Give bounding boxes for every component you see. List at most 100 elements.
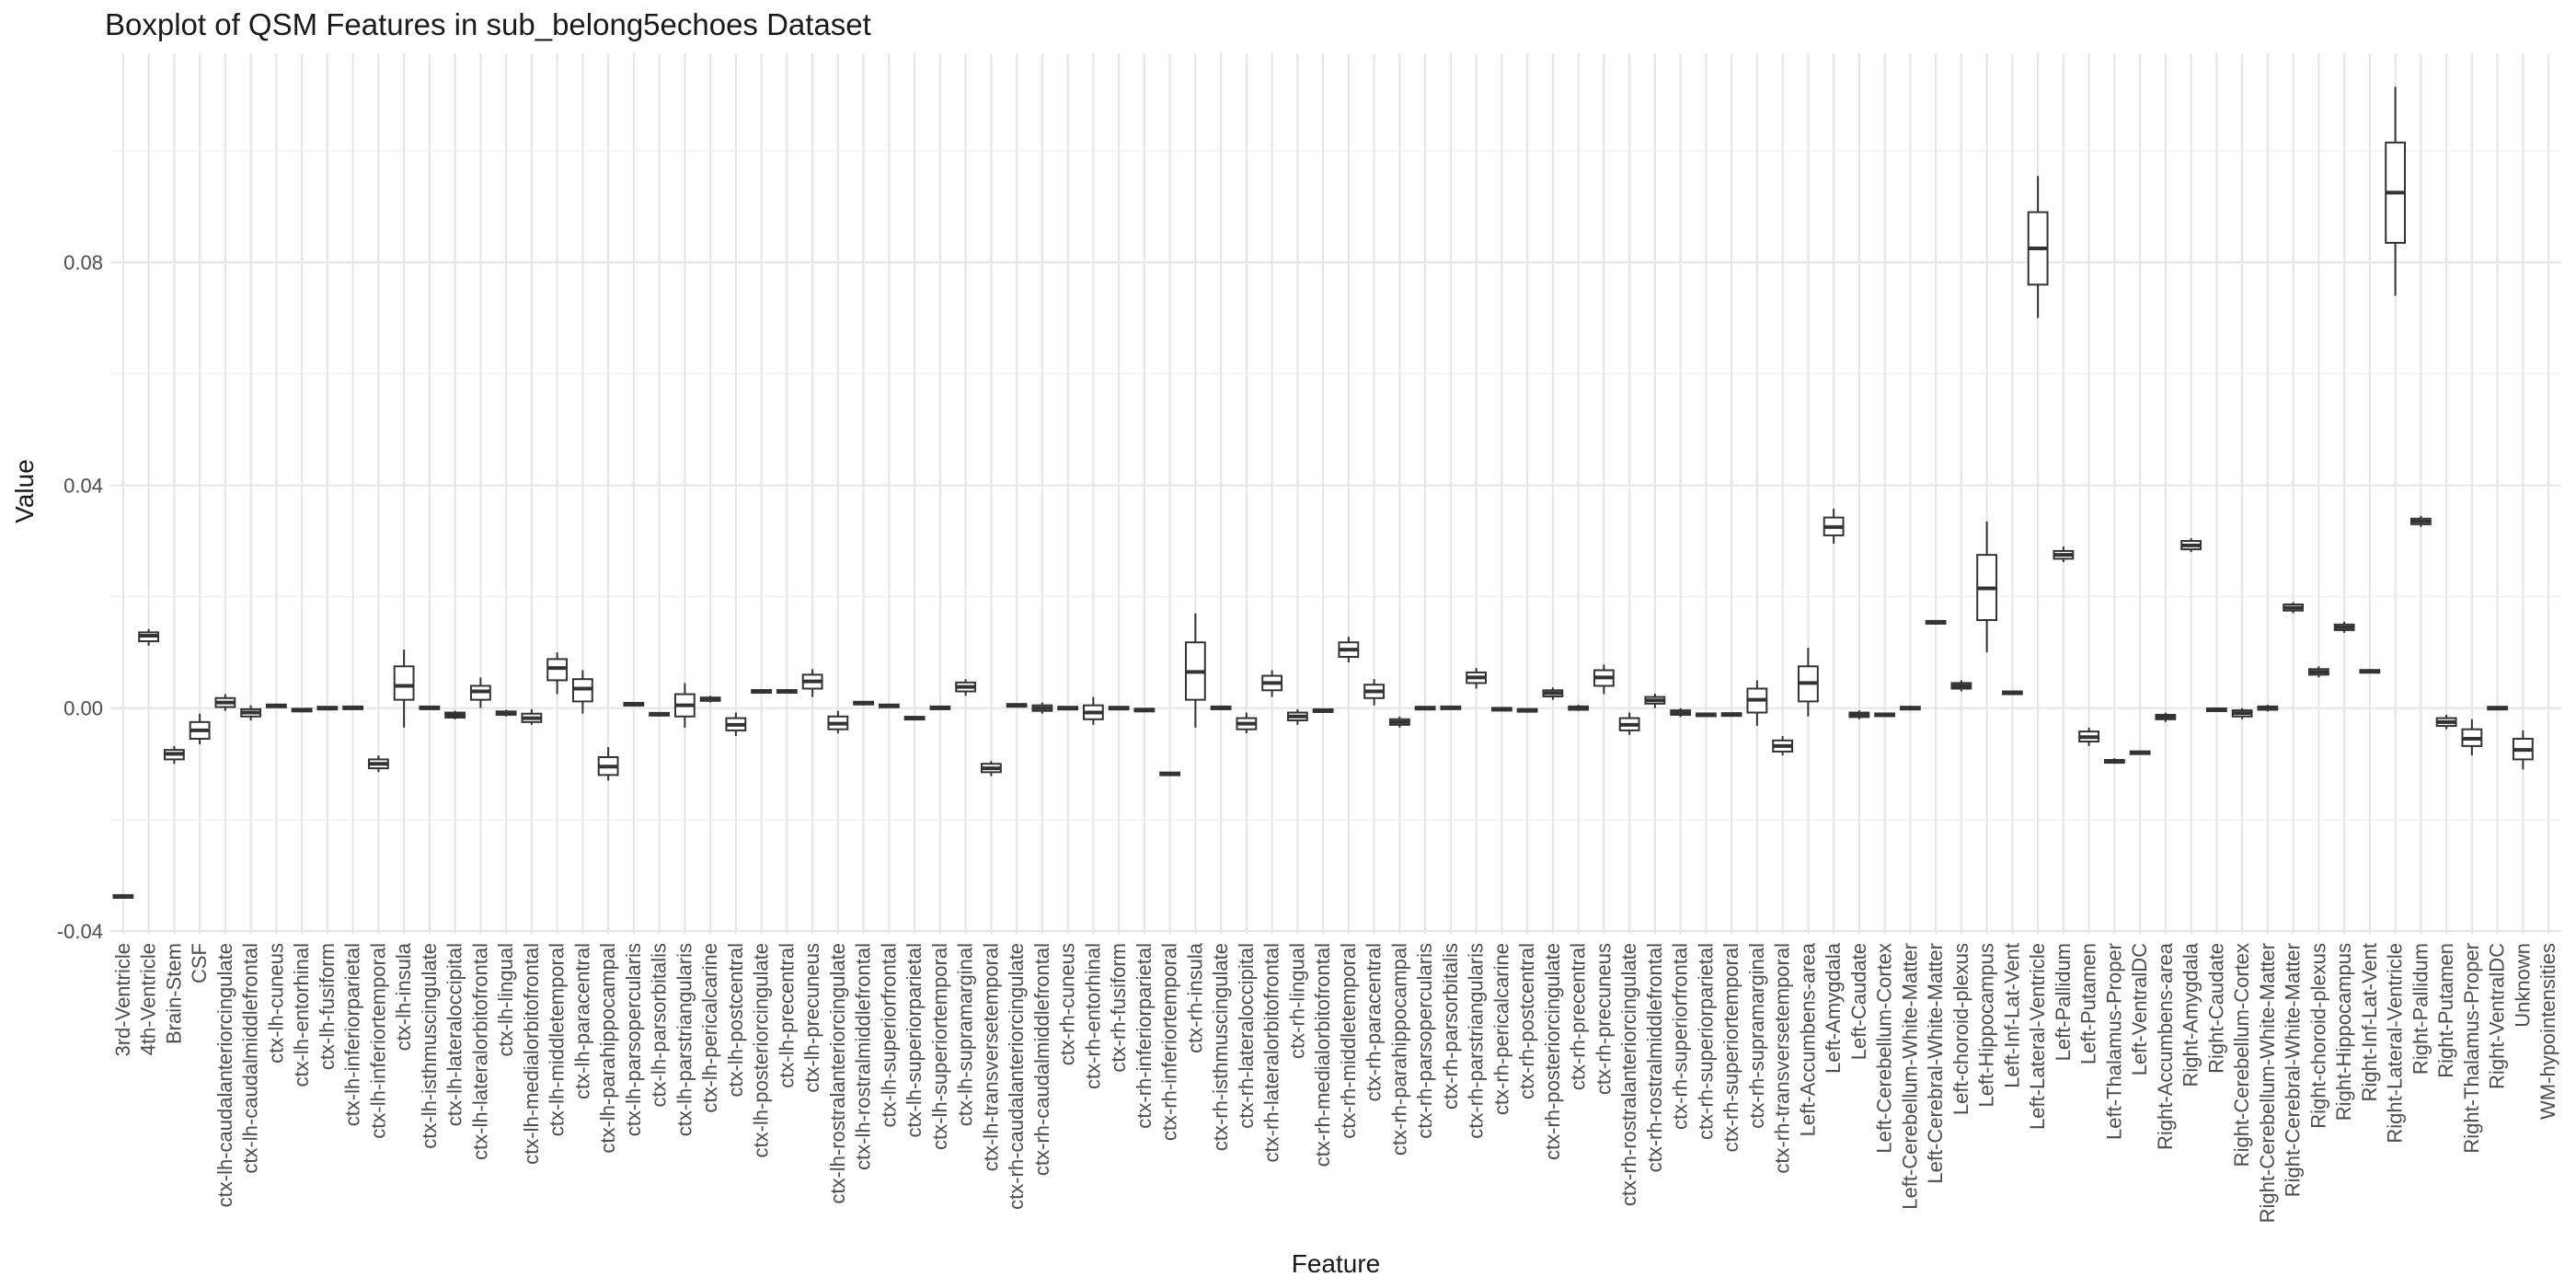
box-ctx-rh-postcentral: [1516, 707, 1538, 713]
x-tick-label: ctx-lh-transversetemporal: [979, 943, 1002, 1171]
box-ctx-lh-entorhinal: [291, 707, 313, 713]
x-tick-label: ctx-rh-superiorparietal: [1694, 943, 1717, 1140]
box-ctx-lh-isthmuscingulate: [419, 705, 441, 710]
box-ctx-lh-inferiorparietal: [342, 705, 364, 710]
box-ctx-lh-caudalanteriorcingulate: [214, 694, 236, 711]
x-tick-label: Left-choroid-plexus: [1949, 943, 1972, 1115]
box-ctx-lh-inferiortemporal: [367, 755, 389, 773]
x-tick-label: Left-Accumbens-area: [1796, 942, 1819, 1136]
box-Right-choroid-plexus: [2307, 666, 2329, 678]
x-tick-label: ctx-lh-cuneus: [264, 943, 287, 1064]
box-ctx-rh-lingual: [1286, 708, 1308, 725]
box-Right-Caudate: [2205, 707, 2227, 713]
x-tick-label: ctx-rh-transversetemporal: [1771, 943, 1794, 1174]
box-ctx-lh-insula: [393, 650, 415, 728]
x-tick-label: ctx-lh-precentral: [775, 943, 798, 1088]
grid-lines: [110, 53, 2561, 934]
x-tick-label: Left-Cerebral-White-Matter: [1924, 943, 1947, 1184]
x-tick-label: ctx-lh-superiortemporal: [928, 943, 951, 1150]
box-Left-choroid-plexus: [1950, 680, 1972, 692]
box-ctx-lh-superiorfrontal: [878, 703, 900, 708]
x-tick-label: Right-choroid-plexus: [2306, 943, 2329, 1129]
box-ctx-lh-fusiform: [316, 706, 339, 711]
x-tick-label: ctx-lh-caudalmiddlefrontal: [239, 943, 262, 1174]
x-tick-label: ctx-lh-inferiortemporal: [366, 943, 389, 1139]
box-Right-Cerebellum-Cortex: [2231, 707, 2253, 719]
box-Right-Lateral-Ventricle: [2385, 86, 2407, 296]
x-tick-label: ctx-lh-inferiorparietal: [341, 943, 364, 1126]
box-Right-Amygdala: [2180, 537, 2202, 553]
boxplot-series: [112, 86, 2534, 899]
x-tick-label: Right-Cerebellum-Cortex: [2230, 943, 2253, 1167]
box-ctx-rh-entorhinal: [1082, 696, 1104, 725]
x-tick-label: ctx-lh-medialorbitofrontal: [520, 943, 543, 1165]
box-Left-Cerebellum-Cortex: [1874, 712, 1896, 718]
box-ctx-lh-postcentral: [725, 712, 747, 736]
x-tick-label: ctx-rh-cuneus: [1056, 943, 1079, 1065]
box-ctx-rh-caudalanteriorcingulate: [1006, 703, 1028, 708]
box-Left-Caudate: [1848, 710, 1870, 719]
x-tick-label: Unknown: [2511, 943, 2534, 1028]
box-Unknown: [2512, 730, 2534, 770]
x-tick-label: ctx-rh-inferiortemporal: [1158, 943, 1181, 1141]
x-tick-label: ctx-lh-caudalanteriorcingulate: [213, 943, 236, 1207]
x-tick-label: ctx-rh-posteriorcingulate: [1541, 943, 1564, 1160]
box-Left-Lateral-Ventricle: [2027, 176, 2049, 318]
box-Right-Hippocampus: [2333, 621, 2355, 633]
x-tick-label: 3rd-Ventricle: [111, 943, 134, 1057]
x-tick-label: ctx-rh-parstriangularis: [1465, 943, 1488, 1139]
x-tick-label: Right-Hippocampus: [2332, 943, 2355, 1121]
box-ctx-lh-superiorparietal: [903, 716, 926, 721]
x-tick-label: ctx-lh-lingual: [494, 943, 517, 1057]
x-tick-label: ctx-lh-lateraloccipital: [443, 943, 466, 1126]
box-ctx-rh-superiortemporal: [1720, 712, 1742, 718]
x-tick-label: CSF: [188, 943, 211, 983]
box-ctx-lh-supramarginal: [955, 679, 977, 696]
x-tick-label: ctx-rh-precentral: [1567, 943, 1590, 1090]
x-tick-label: ctx-rh-precuneus: [1592, 943, 1615, 1095]
x-tick-label: ctx-lh-parahippocampal: [596, 943, 619, 1154]
box-ctx-rh-parsorbitalis: [1440, 705, 1462, 710]
x-tick-label: Left-Caudate: [1847, 943, 1870, 1060]
box-Right-Pallidum: [2409, 515, 2432, 527]
box-ctx-rh-medialorbitofrontal: [1312, 707, 1334, 713]
box-ctx-rh-inferiortemporal: [1159, 771, 1181, 776]
x-tick-label: Left-Inf-Lat-Vent: [2000, 943, 2023, 1088]
x-tick-label: ctx-rh-caudalanteriorcingulate: [1005, 943, 1028, 1210]
x-tick-label: ctx-lh-parstriangularis: [673, 943, 696, 1136]
x-tick-label: ctx-rh-paracentral: [1363, 943, 1386, 1101]
box-ctx-rh-rostralmiddlefrontal: [1644, 693, 1666, 708]
x-tick-label: Left-VentralDC: [2128, 943, 2151, 1075]
x-tick-label: ctx-lh-entorhinal: [290, 943, 313, 1087]
x-tick-label: ctx-rh-parsorbitalis: [1439, 943, 1462, 1110]
box-ctx-lh-lateraloccipital: [444, 710, 466, 719]
x-tick-label: ctx-lh-fusiform: [316, 943, 339, 1070]
box-Right-VentralDC: [2487, 706, 2509, 711]
box-Left-VentralDC: [2129, 750, 2151, 755]
x-tick-label: ctx-rh-superiorfrontal: [1669, 943, 1692, 1130]
x-tick-label: ctx-rh-fusiform: [1107, 943, 1130, 1073]
x-tick-label: Left-Cerebellum-Cortex: [1873, 943, 1896, 1154]
x-tick-label: Right-Cerebral-White-Matter: [2282, 943, 2305, 1197]
x-tick-label: Left-Hippocampus: [1975, 943, 1998, 1108]
box-ctx-lh-cuneus: [265, 703, 287, 708]
box-ctx-lh-lateralorbitofrontal: [469, 677, 491, 708]
box-ctx-lh-medialorbitofrontal: [521, 708, 543, 725]
x-tick-label: ctx-lh-parsopercularis: [622, 943, 645, 1136]
x-tick-label: Right-Cerebellum-White-Matter: [2256, 943, 2279, 1223]
x-tick-label: Right-Putamen: [2434, 943, 2457, 1078]
x-tick-label: ctx-lh-parsorbitalis: [648, 943, 671, 1108]
x-tick-label: ctx-rh-rostralmiddlefrontal: [1643, 943, 1666, 1172]
x-tick-label: ctx-rh-isthmuscingulate: [1209, 943, 1232, 1151]
box-ctx-lh-lingual: [495, 709, 517, 717]
box-ctx-rh-parstriangularis: [1466, 668, 1488, 689]
x-tick-label: Right-VentralDC: [2486, 943, 2509, 1089]
x-tick-label: Left-Thalamus-Proper: [2102, 943, 2125, 1140]
box-ctx-rh-parsopercularis: [1414, 706, 1436, 711]
x-tick-label: Left-Amygdala: [1822, 942, 1845, 1074]
x-tick-label: ctx-rh-medialorbitofrontal: [1311, 943, 1334, 1167]
box-ctx-rh-caudalmiddlefrontal: [1031, 702, 1053, 714]
box-ctx-lh-rostralmiddlefrontal: [853, 700, 875, 706]
box-ctx-lh-posteriorcingulate: [751, 689, 773, 695]
box-ctx-lh-pericalcarine: [699, 696, 721, 703]
